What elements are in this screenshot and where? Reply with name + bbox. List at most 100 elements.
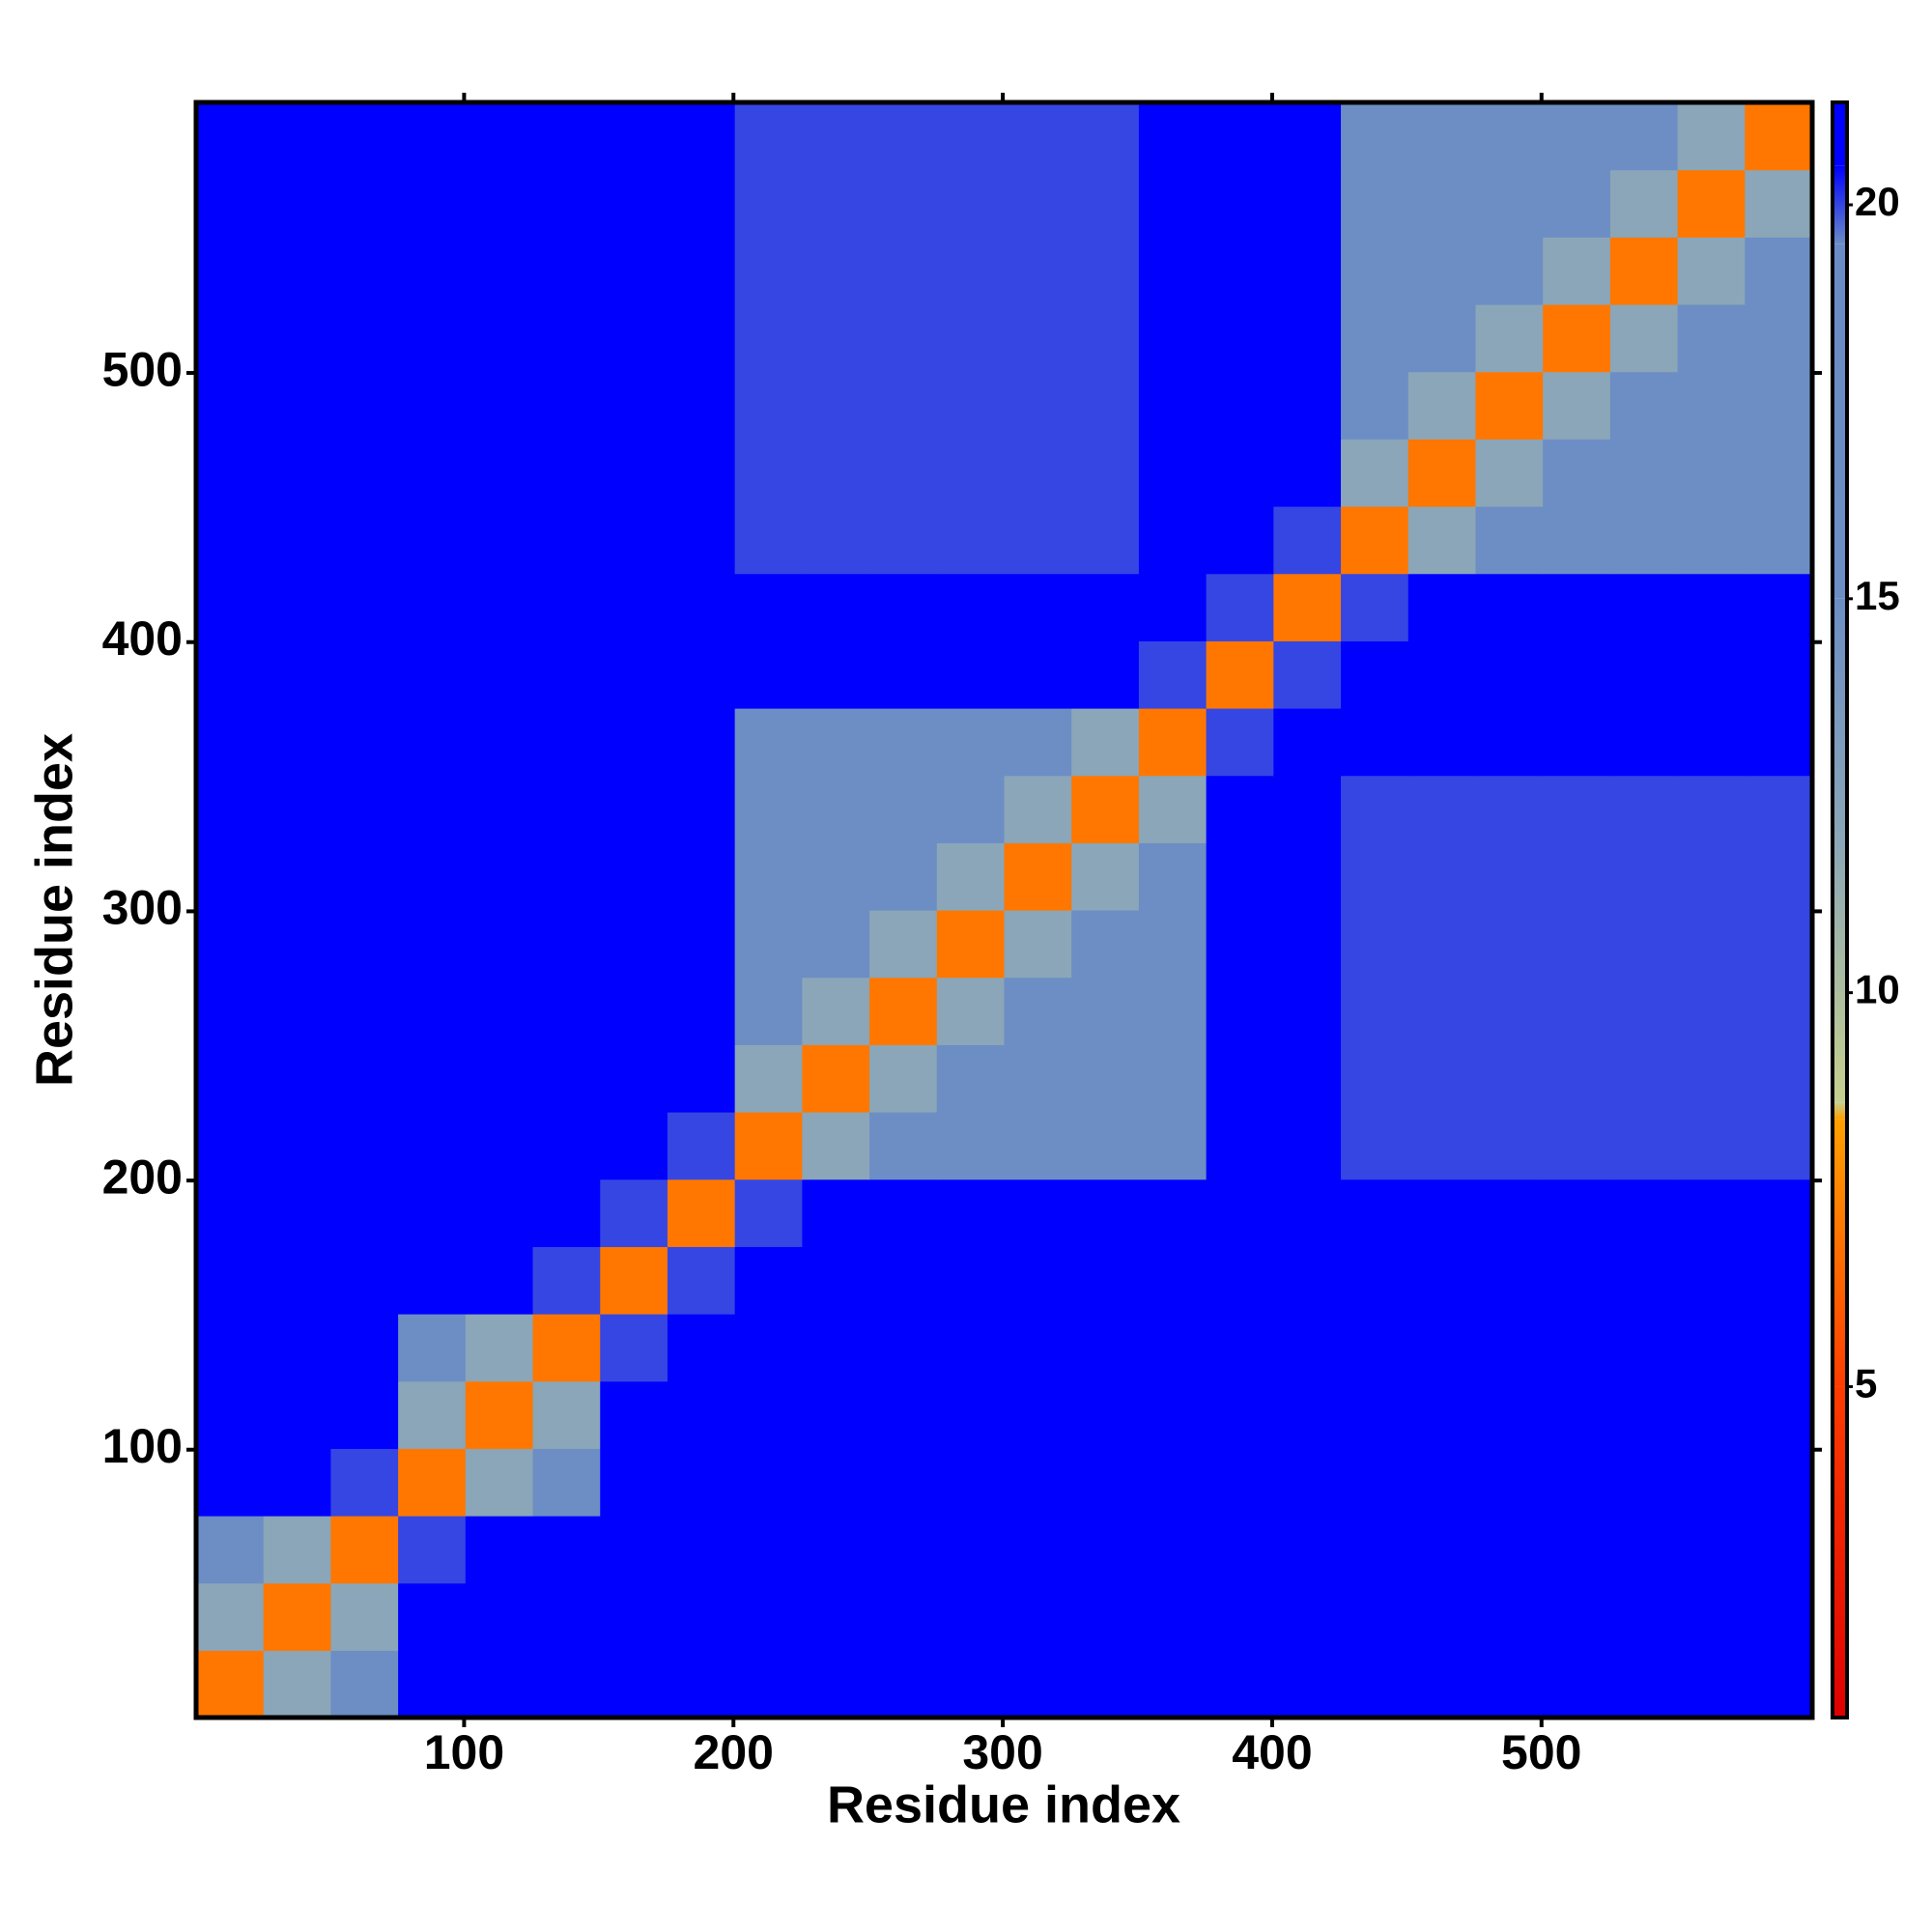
- heatmap-cell: [1745, 1314, 1813, 1382]
- heatmap-cell: [1273, 1516, 1342, 1584]
- heatmap-cell: [802, 640, 870, 709]
- heatmap-cell: [1543, 506, 1611, 575]
- heatmap-cell: [1206, 910, 1274, 979]
- heatmap-cell: [532, 506, 601, 575]
- heatmap-cell: [1677, 977, 1746, 1045]
- heatmap-cell: [600, 1650, 668, 1719]
- heatmap-cell: [398, 1448, 467, 1517]
- heatmap-cell: [1609, 1582, 1679, 1651]
- heatmap-cell: [1677, 102, 1746, 171]
- heatmap-cell: [1138, 439, 1208, 507]
- heatmap-cell: [1071, 1112, 1140, 1180]
- heatmap-cell: [1273, 1380, 1342, 1449]
- colorbar-segment: [1833, 165, 1847, 244]
- heatmap-cell: [600, 506, 668, 575]
- heatmap-cell: [1475, 237, 1544, 305]
- heatmap-cell: [1609, 1314, 1679, 1382]
- heatmap-cell: [936, 304, 1006, 373]
- heatmap-cell: [734, 1246, 803, 1315]
- heatmap-cell: [1475, 1516, 1544, 1584]
- heatmap-cell: [1407, 1044, 1477, 1113]
- heatmap-cell: [1071, 1044, 1140, 1113]
- heatmap-cell: [1273, 237, 1342, 305]
- heatmap-cell: [1745, 1516, 1813, 1584]
- heatmap-cell: [465, 371, 534, 440]
- heatmap-cell: [1745, 1448, 1813, 1517]
- heatmap-cell: [600, 102, 668, 171]
- heatmap-cell: [1745, 169, 1813, 238]
- heatmap-cell: [1407, 1246, 1477, 1315]
- heatmap-cell: [398, 708, 467, 777]
- heatmap-cell: [398, 640, 467, 709]
- heatmap-cell: [1609, 842, 1679, 911]
- heatmap-cell: [263, 1380, 332, 1449]
- heatmap-cell: [1206, 1448, 1274, 1517]
- heatmap-cell: [1543, 1380, 1611, 1449]
- heatmap-cell: [330, 506, 399, 575]
- heatmap-cell: [667, 237, 736, 305]
- heatmap-cell: [936, 1650, 1006, 1719]
- heatmap-cell: [1071, 573, 1140, 641]
- heatmap-cell: [936, 371, 1006, 440]
- heatmap-cell: [398, 842, 467, 911]
- heatmap-cell: [1071, 1314, 1140, 1382]
- heatmap-cell: [1745, 775, 1813, 843]
- heatmap-cell: [734, 573, 803, 641]
- heatmap-cell: [1677, 842, 1746, 911]
- heatmap-cell: [263, 1246, 332, 1315]
- heatmap-cell: [1341, 506, 1409, 575]
- heatmap-cell: [1677, 640, 1746, 709]
- heatmap-cell: [330, 1582, 399, 1651]
- heatmap-cell: [330, 640, 399, 709]
- heatmap-cell: [1745, 1044, 1813, 1113]
- colorbar-segment: [1833, 1102, 1847, 1120]
- heatmap-cell: [1206, 1112, 1274, 1180]
- heatmap-cell: [1475, 842, 1544, 911]
- heatmap-cell: [1138, 977, 1208, 1045]
- heatmap-cell: [869, 1044, 938, 1113]
- heatmap-cell: [263, 439, 332, 507]
- heatmap-cell: [936, 640, 1006, 709]
- heatmap-cell: [734, 1582, 803, 1651]
- heatmap-cell: [1543, 1516, 1611, 1584]
- heatmap-cell: [532, 237, 601, 305]
- heatmap-cell: [1609, 1650, 1679, 1719]
- heatmap-cell: [398, 506, 467, 575]
- heatmap-cell: [465, 169, 534, 238]
- heatmap-cell: [1004, 169, 1072, 238]
- heatmap-cell: [667, 842, 736, 911]
- heatmap-cell: [1543, 977, 1611, 1045]
- heatmap-cell: [1745, 1179, 1813, 1247]
- heatmap-cell: [1745, 304, 1813, 373]
- heatmap-cell: [1407, 1314, 1477, 1382]
- heatmap-cell: [667, 439, 736, 507]
- heatmap-cell: [1206, 102, 1274, 171]
- heatmap-cell: [1543, 1044, 1611, 1113]
- heatmap-cell: [802, 439, 870, 507]
- heatmap-cell: [667, 1044, 736, 1113]
- heatmap-cell: [1004, 1448, 1072, 1517]
- heatmap-cell: [1609, 439, 1679, 507]
- heatmap-cell: [802, 1380, 870, 1449]
- heatmap-cell: [1475, 1314, 1544, 1382]
- heatmap-cell: [1407, 910, 1477, 979]
- heatmap-cell: [1543, 237, 1611, 305]
- heatmap-cell: [869, 1516, 938, 1584]
- heatmap-cell: [667, 169, 736, 238]
- heatmap-cell: [1543, 371, 1611, 440]
- heatmap-cell: [600, 1246, 668, 1315]
- heatmap-cell: [869, 439, 938, 507]
- heatmap-cell: [1543, 102, 1611, 171]
- heatmap-cell: [802, 169, 870, 238]
- heatmap-cell: [263, 102, 332, 171]
- heatmap-cell: [1475, 439, 1544, 507]
- heatmap-cell: [802, 1246, 870, 1315]
- heatmap-cell: [869, 708, 938, 777]
- heatmap-cell: [1475, 640, 1544, 709]
- heatmap-cell: [330, 708, 399, 777]
- heatmap-cell: [1273, 1044, 1342, 1113]
- heatmap-cell: [869, 1380, 938, 1449]
- heatmap-cell: [1273, 371, 1342, 440]
- heatmap-cell: [1609, 371, 1679, 440]
- heatmap-cell: [1609, 910, 1679, 979]
